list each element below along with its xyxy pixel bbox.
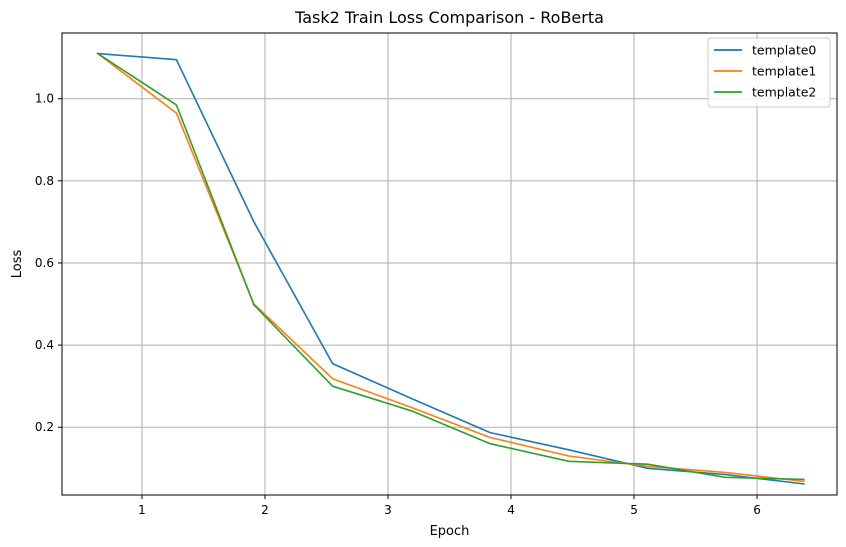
y-tick-label: 0.4 bbox=[35, 338, 54, 352]
x-tick-label: 5 bbox=[630, 503, 638, 517]
chart-title: Task2 Train Loss Comparison - RoBerta bbox=[294, 8, 604, 27]
legend-entries: template0 template1 template2 bbox=[714, 43, 816, 100]
x-tick-label: 6 bbox=[753, 503, 761, 517]
y-axis-label: Loss bbox=[10, 250, 25, 279]
series-line-template1 bbox=[96, 52, 805, 483]
x-tick-label: 1 bbox=[138, 503, 146, 517]
y-tick-label: 1.0 bbox=[35, 92, 54, 106]
y-tick-label: 0.6 bbox=[35, 256, 54, 270]
axes-frame bbox=[61, 32, 838, 496]
grid-layer bbox=[62, 33, 837, 495]
legend-label-template0: template0 bbox=[752, 43, 816, 58]
ticks-layer: 1 2 3 4 5 6 0.2 0.4 0.6 0.8 1.0 bbox=[35, 92, 761, 517]
x-tick-label: 3 bbox=[384, 503, 392, 517]
x-tick-label: 4 bbox=[507, 503, 515, 517]
legend: template0 template1 template2 bbox=[707, 37, 831, 108]
y-tick-label: 0.8 bbox=[35, 174, 54, 188]
x-tick-label: 2 bbox=[261, 503, 269, 517]
x-axis-label: Epoch bbox=[430, 524, 470, 539]
legend-label-template1: template1 bbox=[752, 64, 816, 79]
series-line-template2 bbox=[96, 52, 805, 481]
legend-label-template2: template2 bbox=[752, 85, 816, 100]
legend-box bbox=[707, 37, 831, 108]
series-line-template0 bbox=[96, 52, 805, 485]
y-tick-label: 0.2 bbox=[35, 420, 54, 434]
series-layer bbox=[96, 52, 805, 485]
